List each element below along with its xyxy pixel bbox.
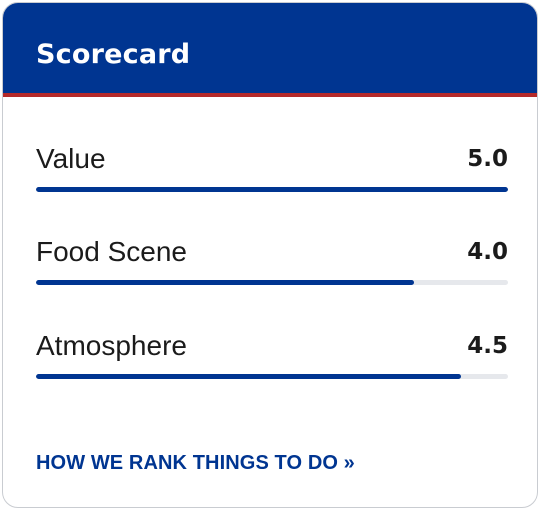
score-bar-track	[36, 187, 508, 192]
score-value: 5.0	[467, 146, 508, 172]
score-value: 4.0	[467, 239, 508, 265]
score-label: Atmosphere	[36, 330, 187, 361]
score-row-atmosphere: Atmosphere 4.5	[36, 328, 508, 388]
header-accent-stripe	[3, 93, 537, 97]
score-bar-fill	[36, 374, 461, 379]
how-we-rank-link[interactable]: HOW WE RANK THINGS TO DO »	[36, 452, 355, 474]
score-row-food-scene: Food Scene 4.0	[36, 234, 508, 294]
scorecard-header: Scorecard	[3, 3, 537, 93]
score-label: Value	[36, 143, 106, 174]
score-bar-fill	[36, 280, 414, 285]
score-bar-track	[36, 280, 508, 285]
scorecard-title: Scorecard	[36, 39, 191, 70]
score-label: Food Scene	[36, 236, 187, 267]
scorecard-card: Scorecard Value 5.0 Food Scene 4.0 Atmos…	[2, 2, 538, 508]
score-bar-track	[36, 374, 508, 379]
score-value: 4.5	[467, 333, 508, 359]
score-row-value: Value 5.0	[36, 141, 508, 201]
score-bar-fill	[36, 187, 508, 192]
